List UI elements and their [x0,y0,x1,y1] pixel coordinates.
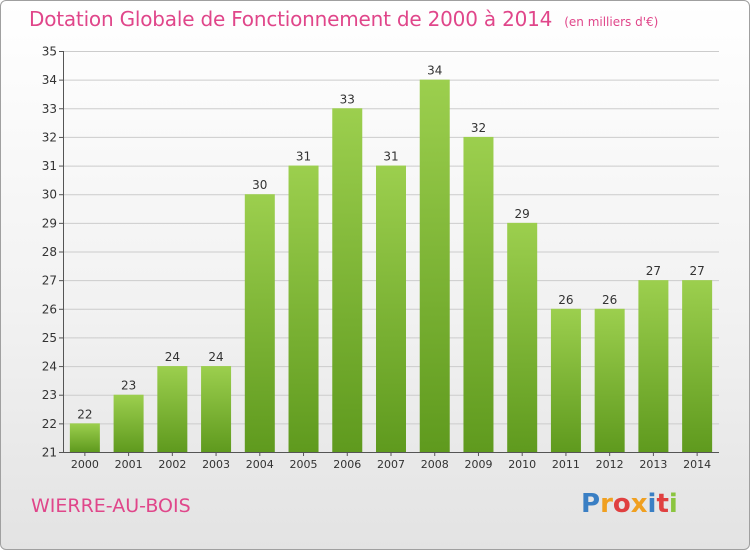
bar [594,308,625,452]
bar [682,280,713,452]
bar [638,280,669,452]
bar [550,308,581,452]
data-label: 22 [77,407,92,421]
y-tick-label: 29 [42,216,57,230]
data-label: 27 [689,264,704,278]
y-tick-label: 30 [42,188,57,202]
x-tick-label: 2008 [421,458,449,471]
brand-letter: t [656,489,669,519]
x-tick-label: 2000 [71,458,99,471]
x-tick-label: 2009 [464,458,492,471]
bar [507,222,538,452]
data-label: 26 [602,293,617,307]
brand-letter: i [668,489,678,519]
data-label: 34 [427,64,442,78]
chart-title-text: Dotation Globale de Fonctionnement de 20… [29,7,553,31]
x-tick-label: 2005 [290,458,318,471]
y-tick-label: 33 [42,102,57,116]
bar [288,165,319,453]
commune-name: WIERRE-AU-BOIS [31,495,191,517]
brand-letter: r [600,489,613,519]
brand-letter: o [612,489,631,519]
chart-title: Dotation Globale de Fonctionnement de 20… [29,7,658,31]
data-label: 32 [471,121,486,135]
bar [69,423,100,452]
x-tick-label: 2001 [115,458,143,471]
x-tick-label: 2013 [639,458,667,471]
y-tick-label: 21 [42,446,57,460]
bar [244,194,275,452]
brand-letter: P [581,489,601,519]
x-tick-label: 2006 [333,458,361,471]
data-label: 31 [383,150,398,164]
y-tick-label: 27 [42,274,57,288]
y-tick-label: 23 [42,388,57,402]
data-label: 29 [515,207,530,221]
x-tick-label: 2014 [683,458,711,471]
brand-letter: i [647,489,657,519]
y-tick-label: 24 [42,360,57,374]
x-tick-label: 2011 [552,458,580,471]
y-tick-label: 28 [42,245,57,259]
bar [332,108,363,453]
bar [113,394,144,452]
bars [69,79,713,453]
bar [376,165,406,453]
data-label: 27 [646,264,661,278]
x-axis: 2000 2001 2002 2003 2004 2005 2006 2007 2008 2009… [63,452,719,471]
bar [419,79,450,453]
y-axis: 21 22 23 24 25 26 27 28 29 30 31 32 33 34 35 [42,45,64,460]
data-label: 24 [208,350,223,364]
x-tick-label: 2004 [246,458,274,471]
data-label: 24 [165,350,180,364]
data-label: 23 [121,379,136,393]
x-tick-label: 2003 [202,458,230,471]
y-tick-label: 25 [42,331,57,345]
bar [201,366,232,452]
y-tick-label: 22 [42,417,57,431]
data-label: 33 [340,92,355,106]
x-tick-label: 2002 [158,458,186,471]
chart-unit-note: (en milliers d'€) [564,15,659,29]
y-tick-label: 35 [42,45,57,59]
brand-letter: x [630,489,648,519]
data-label: 31 [296,150,311,164]
data-label: 26 [558,293,573,307]
data-label: 30 [252,178,267,192]
x-tick-label: 2007 [377,458,405,471]
x-tick-label: 2012 [596,458,624,471]
y-tick-label: 32 [42,130,57,144]
y-tick-label: 31 [42,159,57,173]
y-tick-label: 34 [42,73,57,87]
bar [157,366,188,452]
x-tick-label: 2010 [508,458,536,471]
bar [463,136,494,452]
y-tick-label: 26 [42,302,57,316]
data-labels: 22 23 24 24 30 31 33 31 34 32 29 26 26 27 27 [77,64,705,422]
proxiti-logo[interactable]: Proxiti [581,489,678,519]
